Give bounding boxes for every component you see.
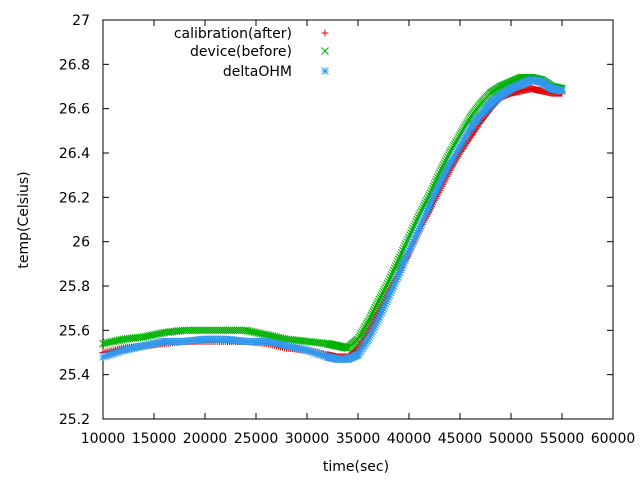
- y-tick-label: 25.8: [59, 279, 90, 295]
- y-tick-label: 26.6: [59, 102, 90, 118]
- data-point-cross: [359, 326, 367, 335]
- data-point-cross: [375, 295, 384, 304]
- legend-label-calibration: calibration(after): [174, 26, 292, 42]
- data-point-cross: [373, 299, 382, 308]
- data-point-cross: [368, 309, 377, 318]
- data-point-cross: [355, 333, 363, 342]
- data-point-cross: [390, 264, 399, 273]
- data-point-cross: [356, 331, 364, 340]
- legend-label-deltaohm: deltaOHM: [223, 64, 292, 80]
- data-point-cross: [464, 117, 473, 125]
- data-point-cross: [376, 293, 385, 302]
- x-tick-label: 25000: [234, 431, 279, 447]
- data-point-cross: [392, 259, 401, 268]
- legend-swatch-cross: [321, 47, 329, 55]
- legend-swatch-plus: [321, 29, 329, 37]
- data-point-cross: [370, 305, 379, 314]
- y-tick-label: 25.4: [59, 368, 90, 384]
- y-tick-label: 25.2: [59, 412, 90, 428]
- data-point-cross: [394, 255, 403, 264]
- data-point-cross: [367, 311, 376, 320]
- data-point-cross: [442, 155, 451, 163]
- data-point-cross: [371, 303, 380, 312]
- data-point-cross: [393, 257, 402, 266]
- y-tick-label: 26.2: [59, 190, 90, 206]
- x-tick-label: 60000: [591, 431, 636, 447]
- x-tick-label: 50000: [489, 431, 534, 447]
- y-axis-label: temp(Celsius): [16, 171, 32, 268]
- data-point-cross: [357, 330, 365, 338]
- y-tick-label: 26.8: [59, 57, 90, 73]
- data-point-cross: [358, 328, 366, 336]
- data-point-cross: [374, 297, 383, 306]
- axis-ticks: 10000 15000 20000 25000 30000 35000 40000 45000…: [59, 13, 635, 447]
- data-point-cross: [360, 324, 368, 333]
- x-tick-label: 10000: [81, 431, 126, 447]
- data-point-cross: [366, 313, 375, 322]
- x-tick-label: 35000: [336, 431, 381, 447]
- data-point-cross: [354, 335, 362, 344]
- data-point-cross: [362, 321, 371, 329]
- x-tick-label: 45000: [438, 431, 483, 447]
- x-tick-label: 55000: [540, 431, 585, 447]
- x-axis-label: time(sec): [323, 459, 389, 475]
- y-tick-label: 27: [72, 13, 90, 29]
- data-marks: [99, 73, 566, 364]
- y-tick-label: 26.4: [59, 146, 90, 162]
- x-tick-label: 40000: [387, 431, 432, 447]
- data-point-cross: [363, 319, 372, 328]
- legend-swatch-star: [321, 67, 329, 75]
- y-tick-label: 25.6: [59, 323, 90, 339]
- data-point-cross: [441, 157, 450, 165]
- data-point-cross: [372, 301, 381, 310]
- data-point-cross: [391, 262, 400, 270]
- data-point-cross: [361, 322, 369, 331]
- data-point-cross: [364, 317, 373, 326]
- legend-label-device: device(before): [190, 44, 292, 60]
- x-tick-label: 20000: [183, 431, 228, 447]
- data-point-cross: [365, 315, 374, 324]
- data-point-cross: [341, 343, 350, 352]
- legend: calibration(after) device(before) deltaO…: [174, 26, 329, 80]
- data-point-cross: [395, 253, 404, 262]
- x-tick-label: 30000: [285, 431, 330, 447]
- x-tick-label: 15000: [132, 431, 177, 447]
- data-point-cross: [396, 251, 405, 259]
- data-point-star: [558, 87, 566, 95]
- y-tick-label: 26: [72, 235, 90, 251]
- data-point-cross: [377, 291, 386, 300]
